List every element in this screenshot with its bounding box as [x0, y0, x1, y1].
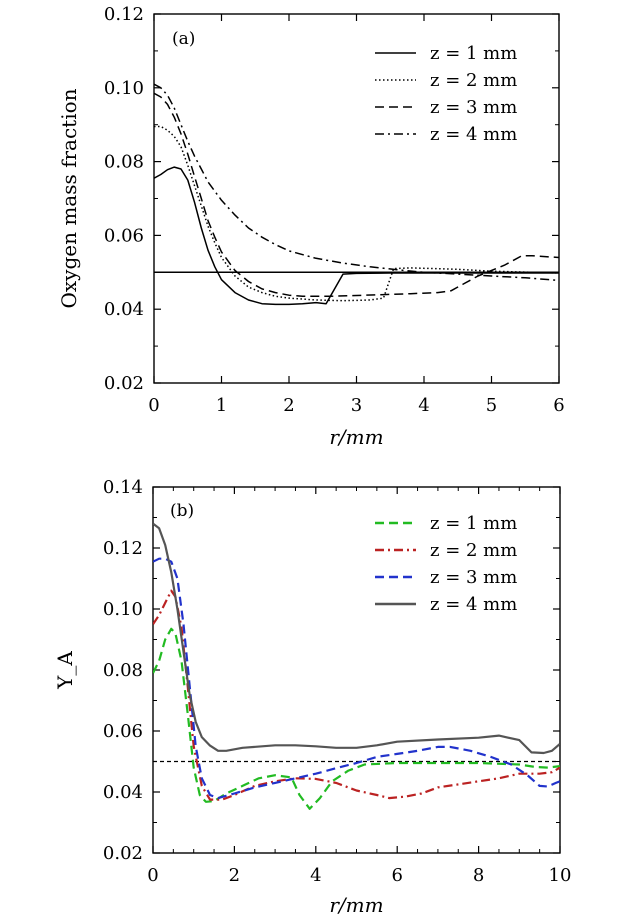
chart-panel-a: 0 1 2 3 4 5 6 0.02 0.04 0.06 0.08 0.10 0.12 z = 1 mm z…: [57, 4, 565, 449]
series-line-4: [153, 522, 560, 755]
y-tick-label: 0.08: [104, 152, 144, 173]
y-tick-label: 0.08: [103, 660, 143, 681]
series-line-2: [153, 589, 560, 801]
y-tick-label: 0.14: [103, 477, 143, 498]
x-axis-label: r/mm: [329, 893, 383, 917]
x-tick-label: 4: [418, 395, 429, 416]
legend-label-1: z = 1 mm: [430, 513, 517, 534]
y-tick-label: 0.04: [103, 782, 143, 803]
legend-label-4: z = 4 mm: [430, 124, 517, 145]
series-line-3: [154, 92, 559, 298]
legend-label-3: z = 3 mm: [430, 567, 517, 588]
x-tick-label: 0: [148, 395, 159, 416]
y-tick-label: 0.04: [104, 299, 144, 320]
x-tick-label: 6: [553, 395, 564, 416]
x-tick-label: 5: [486, 395, 497, 416]
y-axis-label: Oxygen mass fraction: [57, 88, 81, 308]
x-tick-label: 1: [216, 395, 227, 416]
y-tick-label: 0.02: [104, 373, 144, 394]
y-tick-label: 0.10: [104, 78, 144, 99]
y-tick-label: 0.10: [103, 599, 143, 620]
x-tick-label: 6: [391, 865, 402, 886]
panel-label: (b): [170, 501, 194, 521]
series-group: [153, 522, 560, 810]
series-line-1: [154, 166, 559, 306]
y-tick-label: 0.06: [104, 225, 144, 246]
x-tick-label: 2: [283, 395, 294, 416]
x-axis-label: r/mm: [329, 425, 383, 449]
legend-label-1: z = 1 mm: [430, 43, 517, 64]
series-line-1: [153, 627, 560, 810]
series-line-2: [154, 125, 559, 302]
series-group: [154, 83, 559, 306]
panel-label: (a): [172, 29, 195, 49]
x-tick-label: 3: [351, 395, 362, 416]
x-tick-label: 8: [473, 865, 484, 886]
legend-label-3: z = 3 mm: [430, 97, 517, 118]
y-tick-label: 0.06: [103, 721, 143, 742]
y-tick-label: 0.02: [103, 843, 143, 864]
x-tick-label: 0: [147, 865, 158, 886]
legend-label-2: z = 2 mm: [430, 70, 517, 91]
legend-label-4: z = 4 mm: [430, 594, 517, 615]
x-tick-label: 10: [549, 865, 572, 886]
y-axis-label: Y_A: [53, 651, 77, 690]
y-tick-label: 0.12: [104, 4, 144, 25]
chart-panel-b: 0 2 4 6 8 10 0.02 0.04 0.06 0.08 0.10 0.12 0.14 z = 1…: [53, 477, 571, 917]
x-tick-label: 2: [229, 865, 240, 886]
series-line-3: [153, 557, 560, 800]
y-tick-label: 0.12: [103, 538, 143, 559]
legend-label-2: z = 2 mm: [430, 540, 517, 561]
series-line-4: [154, 83, 559, 282]
x-tick-label: 4: [310, 865, 321, 886]
